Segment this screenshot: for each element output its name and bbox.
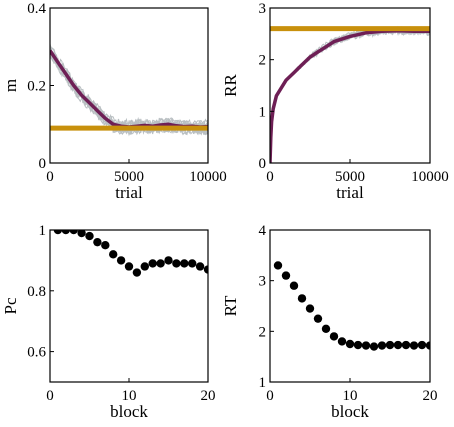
m-y-axis-label: m: [1, 79, 20, 92]
rt-data-point: [393, 340, 403, 350]
rr-simulation-line: [270, 25, 430, 163]
m-y-tick-label: 0: [39, 156, 47, 172]
rt-x-tick-label: 10: [343, 388, 358, 404]
rr-x-axis-label: trial: [336, 183, 364, 202]
rt-data-point: [305, 304, 315, 313]
pc-y-tick-label: 0.6: [27, 345, 46, 361]
rr-simulation-line: [270, 26, 430, 163]
rt-data-point: [353, 340, 363, 350]
m-x-tick-label: 5000: [114, 169, 144, 185]
rr-simulation-line: [270, 26, 430, 163]
panel-pc: 0 10 20 0.6 0.8 1 block Pc: [1, 223, 216, 421]
rt-data-point: [377, 341, 387, 350]
rt-data-point: [281, 271, 291, 280]
pc-data-point: [203, 265, 208, 274]
m-x-tick-label: 10000: [189, 169, 227, 185]
rr-x-tick-label: 0: [266, 169, 274, 185]
pc-x-tick-label: 10: [122, 388, 137, 404]
rt-y-tick-label: 2: [259, 324, 267, 340]
panel-rt: 0 10 20 1 2 3 4 block RT: [221, 223, 438, 421]
rr-simulation-line: [270, 25, 430, 163]
rt-data-point: [345, 339, 355, 349]
rt-y-tick-label: 3: [259, 274, 267, 290]
rt-data-point: [409, 341, 419, 350]
pc-data-point: [156, 259, 165, 268]
pc-data-point: [148, 259, 157, 268]
pc-y-axis-label: Pc: [1, 297, 20, 314]
pc-axes-box: [49, 229, 209, 383]
pc-data-point: [124, 262, 134, 271]
pc-data-point: [195, 262, 205, 271]
pc-data-point: [116, 256, 126, 265]
m-y-tick-label: 0.4: [27, 1, 46, 17]
pc-data-point: [109, 250, 118, 259]
pc-data-point: [77, 230, 86, 238]
pc-data-point: [53, 230, 63, 235]
pc-data-point: [93, 237, 102, 247]
rt-data-point: [417, 340, 427, 350]
rt-y-tick-label: 4: [259, 223, 267, 239]
rt-data-point: [313, 314, 323, 323]
rt-y-axis-label: RT: [221, 295, 240, 316]
rr-simulation-line: [270, 26, 430, 163]
pc-data-point: [85, 231, 94, 241]
rt-data-point: [401, 340, 411, 350]
pc-y-tick-label: 0.8: [27, 284, 46, 300]
rt-x-tick-label: 0: [266, 388, 274, 404]
rr-simulation-line: [270, 28, 430, 163]
pc-data-point: [132, 268, 142, 277]
rt-data-point: [361, 341, 371, 350]
rt-plot-area: [273, 261, 430, 351]
rt-x-axis-label: block: [331, 402, 369, 421]
pc-data-point: [164, 256, 173, 265]
rt-data-point: [385, 340, 395, 350]
pc-x-tick-label: 0: [46, 388, 54, 404]
rt-data-point: [321, 324, 331, 333]
rt-data-point: [289, 281, 299, 290]
rt-y-tick-label: 1: [259, 375, 267, 391]
pc-data-point: [140, 262, 149, 271]
m-plot-area: [50, 43, 208, 137]
rr-simulation-line: [270, 27, 430, 163]
rr-simulation-line: [270, 26, 430, 163]
rt-data-point: [337, 337, 347, 346]
rt-data-point: [297, 294, 307, 303]
rr-y-axis-label: RR: [221, 74, 240, 97]
pc-data-point: [101, 241, 110, 250]
pc-data-point: [180, 259, 189, 268]
rt-data-point: [369, 342, 379, 351]
pc-data-point: [61, 230, 70, 235]
rr-simulation-line: [270, 28, 430, 163]
pc-x-tick-label: 20: [201, 388, 216, 404]
pc-data-point: [188, 259, 197, 268]
rr-y-tick-label: 3: [259, 1, 267, 17]
panel-m: 0 5000 10000 0 0.2 0.4 trial m: [1, 1, 227, 202]
m-x-axis-label: trial: [115, 183, 143, 202]
rt-data-point: [329, 332, 339, 341]
pc-x-axis-label: block: [110, 402, 148, 421]
m-y-tick-label: 0.2: [27, 79, 46, 95]
rt-data-point: [273, 261, 283, 270]
rt-axes-box: [269, 229, 431, 383]
rr-simulation-line: [270, 29, 430, 163]
pc-y-tick-label: 1: [39, 223, 47, 239]
rr-y-tick-label: 1: [259, 104, 267, 120]
rr-y-tick-label: 2: [259, 53, 267, 69]
panel-rr: 0 5000 10000 0 1 2 3 trial RR: [221, 1, 449, 202]
pc-data-point: [172, 259, 181, 268]
rr-x-tick-label: 5000: [335, 169, 365, 185]
pc-plot-area: [53, 230, 208, 277]
rr-y-tick-label: 0: [259, 156, 267, 172]
pc-data-point: [69, 230, 78, 235]
m-x-tick-label: 0: [46, 169, 54, 185]
rt-data-point: [425, 341, 430, 350]
rr-simulation-line: [270, 28, 430, 163]
rr-x-tick-label: 10000: [411, 169, 449, 185]
rt-x-tick-label: 20: [423, 388, 438, 404]
rr-plot-area: [270, 25, 430, 163]
rr-mean-line: [270, 28, 430, 163]
rr-simulation-line: [270, 27, 430, 163]
